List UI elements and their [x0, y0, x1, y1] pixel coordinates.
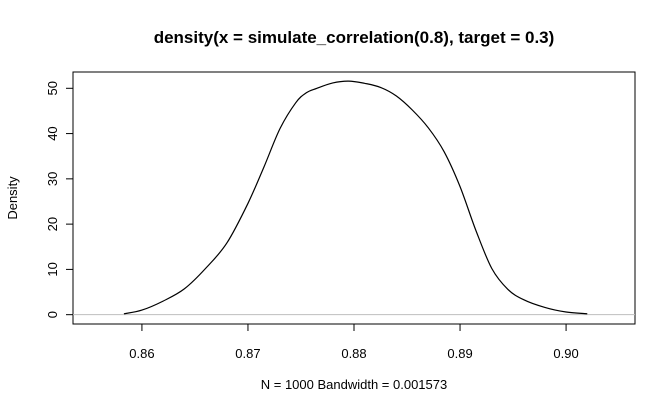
y-tick-label: 50	[45, 81, 60, 95]
chart-title: density(x = simulate_correlation(0.8), t…	[154, 28, 555, 47]
y-tick-label: 30	[45, 172, 60, 186]
x-axis: 0.86 0.87 0.88 0.89 0.90	[129, 323, 579, 361]
x-tick-label: 0.87	[235, 346, 260, 361]
y-tick-label: 10	[45, 262, 60, 276]
density-curve	[123, 80, 588, 315]
x-tick-label: 0.90	[553, 346, 578, 361]
y-axis-label: Density	[5, 176, 20, 220]
x-tick-label: 0.88	[341, 346, 366, 361]
plot-frame	[72, 71, 636, 325]
y-axis: 0 10 20 30 40 50	[45, 81, 74, 318]
x-axis-label: N = 1000 Bandwidth = 0.001573	[261, 377, 447, 392]
x-tick-label: 0.86	[129, 346, 154, 361]
y-tick-label: 40	[45, 126, 60, 140]
x-tick-label: 0.89	[447, 346, 472, 361]
y-tick-label: 0	[45, 311, 60, 318]
y-tick-label: 20	[45, 217, 60, 231]
